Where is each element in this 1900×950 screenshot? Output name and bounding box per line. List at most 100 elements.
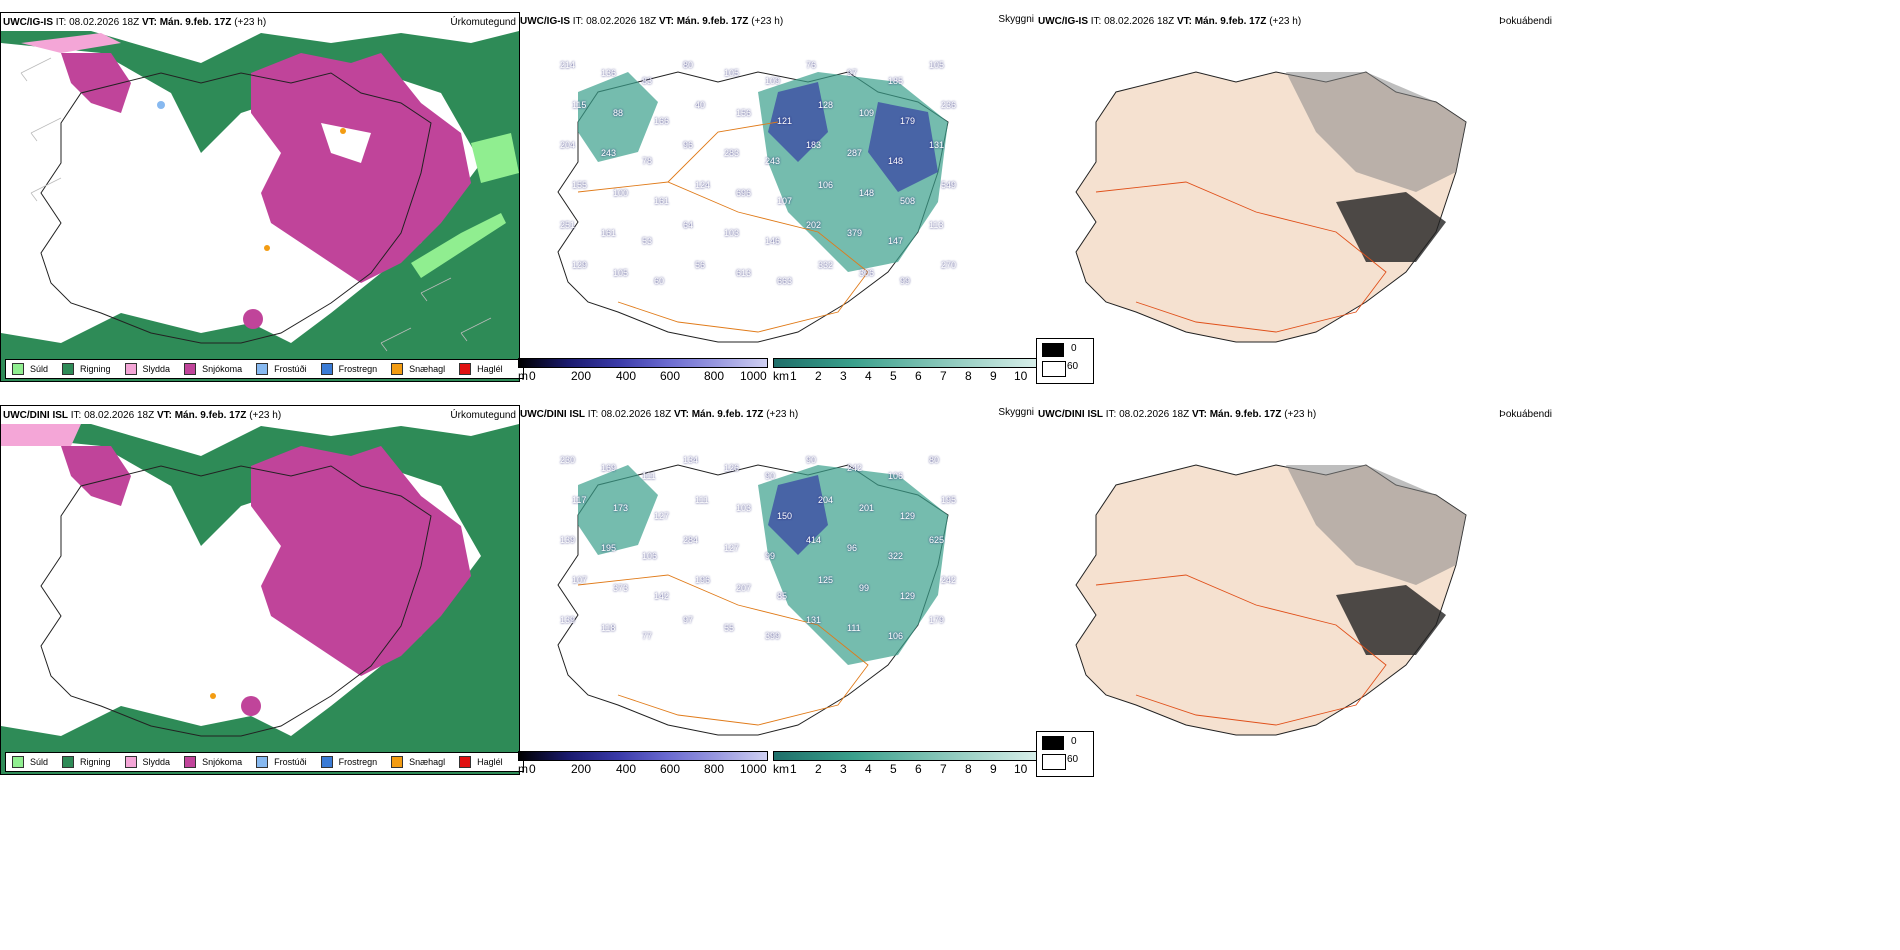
colorbar-km-tick: 4 xyxy=(865,762,872,776)
road-network xyxy=(577,574,869,726)
visibility-station-value: 195 xyxy=(601,543,617,553)
visibility-station-value: 109 xyxy=(859,108,875,118)
visibility-station-value: 111 xyxy=(695,495,709,505)
colorbar-m-tick: 800 xyxy=(704,762,725,776)
legend-item-sald: Súld xyxy=(12,363,48,375)
visibility-station-value: 139 xyxy=(560,535,576,545)
visibility-station-value: 322 xyxy=(888,551,904,561)
visibility-station-value: 106 xyxy=(888,471,904,481)
visibility-station-value: 96 xyxy=(847,543,858,553)
colorbar-m-tick: 0 xyxy=(529,762,536,776)
fog-legend-top: 0 xyxy=(1071,736,1077,747)
colorbar-km-tick: 5 xyxy=(890,762,897,776)
visibility-station-value: 106 xyxy=(888,631,904,641)
visibility-station-value: 60 xyxy=(654,276,665,286)
colorbar-km-tick: 5 xyxy=(890,369,897,383)
visibility-station-value: 113 xyxy=(929,220,944,230)
colorbar-km-unit: km xyxy=(773,369,789,383)
fog-legend: 0 60 xyxy=(1036,731,1094,777)
legend-item-frostudi: Frostúði xyxy=(256,756,307,768)
colorbar-m-tick: 1000 xyxy=(740,762,767,776)
visibility-station-value: 56 xyxy=(695,260,706,270)
visibility-station-value: 111 xyxy=(642,471,656,481)
colorbar-km-tick: 6 xyxy=(915,369,922,383)
visibility-station-values-bottom: 230 169 111 134 126 90 90 242 106 80 117 173 127 111 1… xyxy=(560,455,980,735)
visibility-station-value: 549 xyxy=(941,180,957,190)
visibility-station-value: 103 xyxy=(736,503,752,513)
visibility-station-value: 204 xyxy=(818,495,834,505)
visibility-station-value: 106 xyxy=(818,180,834,190)
colorbar-m-unit: m xyxy=(518,762,528,776)
colorbar-km-tick: 7 xyxy=(940,762,947,776)
colorbar-km xyxy=(773,358,1038,368)
panel-variable-label: Úrkomutegund xyxy=(450,17,516,28)
visibility-station-value: 127 xyxy=(654,511,670,521)
legend-item-frostudi: Frostúði xyxy=(256,363,307,375)
colorbar-km-tick: 8 xyxy=(965,762,972,776)
colorbar-m-tick: 400 xyxy=(616,369,637,383)
fog-legend-top: 0 xyxy=(1071,343,1077,354)
panel-variable-label: Skyggni xyxy=(998,14,1034,25)
visibility-station-value: 179 xyxy=(929,615,945,625)
panel-title: UWC/IG-IS IT: 08.02.2026 18Z VT: Mán. 9.… xyxy=(520,16,784,27)
visibility-station-value: 230 xyxy=(560,455,576,465)
visibility-station-value: 508 xyxy=(900,196,916,206)
legend-item-frostregn: Frostregn xyxy=(320,756,377,768)
visibility-station-value: 105 xyxy=(613,268,629,278)
legend-item-frostregn: Frostregn xyxy=(320,363,377,375)
visibility-station-value: 236 xyxy=(941,100,957,110)
colorbar-m-tick: 600 xyxy=(660,369,681,383)
panel-variable-label: Skyggni xyxy=(998,407,1034,418)
panel-title: UWC/IG-IS IT: 08.02.2026 18Z VT: Mán. 9.… xyxy=(1038,16,1302,27)
visibility-station-value: 129 xyxy=(900,591,916,601)
precip-type-panel-bottom: UWC/DINI ISL IT: 08.02.2026 18Z VT: Mán.… xyxy=(0,405,524,775)
precip-legend: Súld Rigning Slydda Snjókoma Frostúði Fr… xyxy=(5,359,524,379)
visibility-station-value: 107 xyxy=(572,575,588,585)
visibility-station-value: 106 xyxy=(642,551,658,561)
visibility-station-value: 107 xyxy=(777,196,793,206)
visibility-station-value: 148 xyxy=(859,188,875,198)
fog-map xyxy=(1075,71,1467,343)
visibility-station-value: 161 xyxy=(601,228,617,238)
road-network xyxy=(1095,574,1387,726)
visibility-station-value: 251 xyxy=(560,220,576,230)
visibility-station-value: 55 xyxy=(724,623,735,633)
legend-item-snjokoma: Snjókoma xyxy=(184,756,242,768)
visibility-station-value: 105 xyxy=(724,68,740,78)
wind-barbs xyxy=(20,57,492,352)
precip-type-map xyxy=(1,31,519,381)
visibility-station-value: 126 xyxy=(724,463,740,473)
visibility-station-value: 96 xyxy=(683,140,694,150)
visibility-station-value: 80 xyxy=(683,60,694,70)
colorbar-km-tick: 9 xyxy=(990,762,997,776)
colorbar-km-tick: 7 xyxy=(940,369,947,383)
visibility-station-value: 90 xyxy=(806,455,817,465)
visibility-station-value: 99 xyxy=(859,583,870,593)
visibility-station-value: 134 xyxy=(683,455,699,465)
visibility-map xyxy=(557,464,949,736)
precip-type-map xyxy=(1,424,519,774)
legend-item-haglel: Haglél xyxy=(459,756,503,768)
panel-title: UWC/DINI ISL IT: 08.02.2026 18Z VT: Mán.… xyxy=(3,410,282,421)
colorbar-km-tick: 10 xyxy=(1014,762,1028,776)
visibility-station-value: 83 xyxy=(642,76,653,86)
visibility-station-value: 185 xyxy=(888,76,904,86)
panel-variable-label: Úrkomutegund xyxy=(450,410,516,421)
panel-title: UWC/DINI ISL IT: 08.02.2026 18Z VT: Mán.… xyxy=(520,409,799,420)
colorbar-m xyxy=(518,358,768,368)
panel-variable-label: Þokuábendi xyxy=(1499,16,1552,27)
colorbar-m-tick: 200 xyxy=(571,762,592,776)
visibility-station-value: 161 xyxy=(654,196,670,206)
visibility-station-value: 77 xyxy=(642,631,653,641)
visibility-station-value: 100 xyxy=(613,188,629,198)
visibility-station-value: 136 xyxy=(601,68,617,78)
fog-panel-bottom: UWC/DINI ISL IT: 08.02.2026 18Z VT: Mán.… xyxy=(1036,405,1554,777)
visibility-station-value: 195 xyxy=(941,495,957,505)
colorbar-km-tick: 4 xyxy=(865,369,872,383)
visibility-station-value: 90 xyxy=(765,471,776,481)
visibility-map xyxy=(557,71,949,343)
road-network xyxy=(1095,181,1387,333)
visibility-station-value: 111 xyxy=(847,623,861,633)
legend-item-snaehagl: Snæhagl xyxy=(391,363,445,375)
visibility-station-value: 128 xyxy=(818,100,834,110)
